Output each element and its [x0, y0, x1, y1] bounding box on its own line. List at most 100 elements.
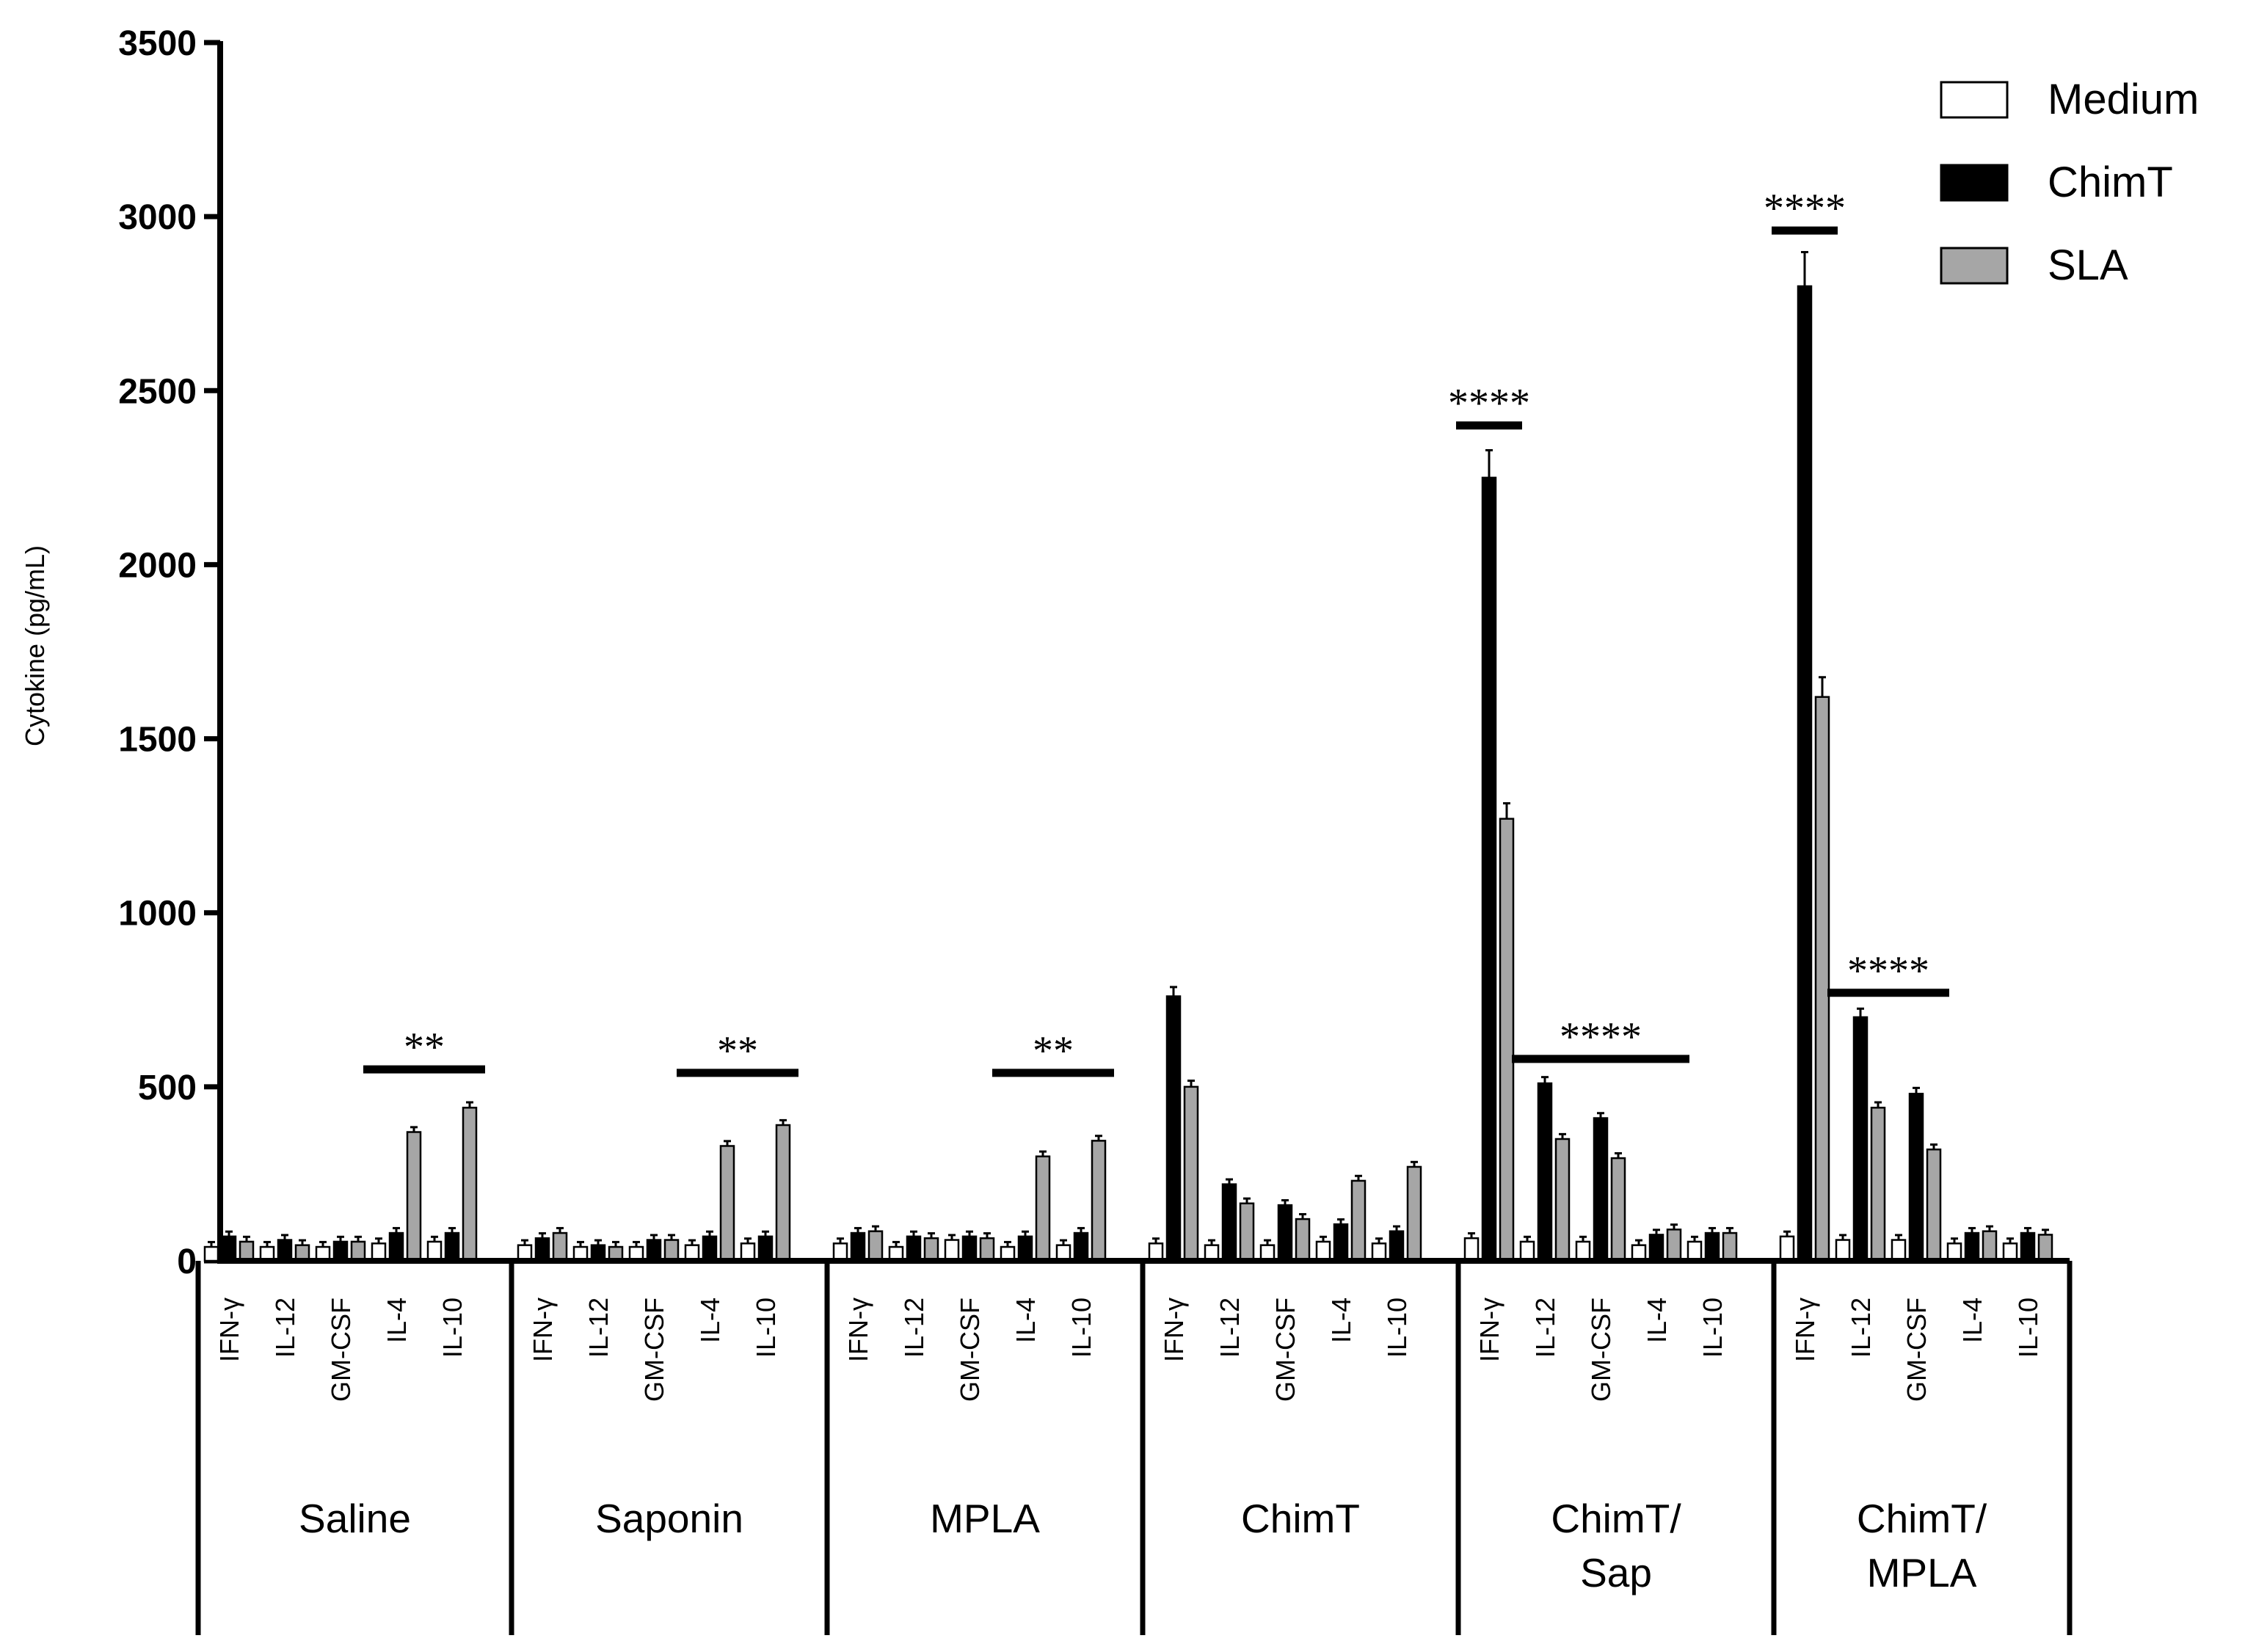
bar-medium — [1891, 1239, 1907, 1262]
bar-sla — [2037, 1234, 2053, 1262]
significance-label: ** — [717, 1028, 758, 1074]
bar-sla — [1610, 1157, 1626, 1262]
bar-sla — [1926, 1148, 1942, 1262]
cytokine-tick-label: GM-CSF — [955, 1298, 985, 1402]
group-label: ChimT/ — [1857, 1496, 1987, 1541]
cytokine-tick-label: GM-CSF — [326, 1298, 356, 1402]
bar-chimt — [1537, 1082, 1553, 1262]
cytokine-tick-label: GM-CSF — [1902, 1298, 1932, 1402]
cytokine-tick-label: IL-12 — [270, 1298, 300, 1358]
bar-sla — [1722, 1231, 1738, 1262]
legend-label-chimt: ChimT — [2048, 159, 2173, 206]
bar-chimt — [1964, 1231, 1980, 1262]
cytokine-tick-label: IFN-γ — [214, 1298, 244, 1362]
cytokine-tick-label: IL-10 — [2013, 1298, 2043, 1358]
significance-annotations: ** ** ****************** — [363, 186, 1949, 1077]
bar-chimt — [1704, 1231, 1720, 1262]
group-label: Sap — [1580, 1550, 1652, 1595]
bar-sla — [663, 1239, 680, 1262]
y-tick-label: 1000 — [118, 895, 197, 934]
bar-chimt — [1017, 1235, 1033, 1262]
cytokine-tick-label: IL-10 — [751, 1298, 781, 1358]
bars — [203, 251, 2053, 1262]
cytokine-tick-label: IL-10 — [437, 1298, 467, 1358]
bar-chimt — [1908, 1093, 1924, 1262]
cytokine-tick-label: IFN-γ — [1790, 1298, 1820, 1362]
significance-label: ** — [404, 1025, 445, 1070]
bar-medium — [1835, 1239, 1851, 1262]
bar-sla — [1870, 1107, 1886, 1262]
cytokine-tick-label: IFN-γ — [1474, 1298, 1504, 1362]
group-label: Saline — [299, 1496, 411, 1541]
group-label: MPLA — [1867, 1550, 1977, 1595]
bar-chimt — [757, 1235, 774, 1262]
bar-chimt — [1389, 1230, 1405, 1262]
bar-chimt — [906, 1235, 922, 1262]
bar-sla — [1666, 1229, 1682, 1262]
cytokine-tick-label: IL-12 — [899, 1298, 929, 1358]
bar-chimt — [221, 1235, 237, 1262]
y-tick-label: 1500 — [118, 721, 197, 760]
y-tick-label: 2000 — [118, 546, 197, 585]
significance-label: **** — [1448, 381, 1530, 426]
group-label: Saponin — [595, 1496, 743, 1541]
bar-chimt — [1333, 1223, 1349, 1262]
bar-chimt — [1481, 476, 1497, 1262]
cytokine-tick-label: IFN-γ — [1159, 1298, 1189, 1362]
y-axis-label: Cytokine (pg/mL) — [20, 545, 50, 746]
bar-chimt — [1165, 995, 1182, 1262]
bar-chimt — [1073, 1231, 1089, 1262]
legend-swatch-sla — [1940, 247, 2009, 285]
group-label: ChimT/ — [1551, 1496, 1681, 1541]
legend: Medium ChimT SLA — [1940, 76, 2199, 289]
bar-sla — [1183, 1085, 1199, 1262]
bar-sla — [719, 1145, 735, 1262]
legend-label-medium: Medium — [2048, 76, 2199, 123]
bar-sla — [1814, 696, 1830, 1262]
cytokine-tick-label: IL-12 — [1215, 1298, 1245, 1358]
significance-label: **** — [1847, 948, 1929, 994]
legend-label-sla: SLA — [2048, 241, 2128, 289]
bar-chimt — [1852, 1016, 1869, 1262]
cytokine-tick-label: IL-4 — [1642, 1298, 1672, 1343]
bar-sla — [1091, 1140, 1107, 1262]
bar-sla — [1982, 1230, 1998, 1262]
bar-chimt — [961, 1235, 978, 1262]
bar-chimt — [388, 1231, 404, 1262]
bar-chimt — [702, 1235, 718, 1262]
bar-chimt — [1221, 1183, 1237, 1262]
bar-chimt — [646, 1239, 662, 1262]
bar-medium — [1779, 1235, 1795, 1262]
bar-medium — [1463, 1237, 1480, 1262]
cytokine-tick-label: IL-4 — [695, 1298, 725, 1343]
bar-sla — [462, 1107, 478, 1262]
cytokine-tick-label: IL-10 — [1382, 1298, 1412, 1358]
legend-swatch-medium — [1940, 81, 2009, 119]
bar-chimt — [2020, 1231, 2036, 1262]
bar-sla — [867, 1230, 884, 1262]
x-axis: IFN-γ IL-12 GM-CSF IL-4 IL-10 Saline IFN-γ IL-1… — [195, 1258, 2073, 1635]
bar-chimt — [444, 1231, 460, 1262]
bar-chimt — [534, 1237, 550, 1262]
cytokine-tick-label: IL-4 — [1326, 1298, 1356, 1343]
cytokine-tick-label: IL-10 — [1066, 1298, 1096, 1358]
bar-sla — [1406, 1165, 1422, 1262]
y-tick-label: 500 — [138, 1069, 197, 1107]
bar-sla — [979, 1237, 995, 1262]
group-label: MPLA — [930, 1496, 1040, 1541]
bar-sla — [923, 1237, 939, 1262]
cytokine-tick-label: IL-4 — [1957, 1298, 1987, 1343]
cytokine-tick-label: IFN-γ — [843, 1298, 873, 1362]
bar-sla — [1554, 1138, 1571, 1262]
bar-chimt — [1593, 1117, 1609, 1262]
cytokine-tick-label: GM-CSF — [1270, 1298, 1300, 1402]
cytokine-tick-label: IFN-γ — [528, 1298, 558, 1362]
bar-medium — [203, 1245, 219, 1262]
group-label: ChimT — [1241, 1496, 1360, 1541]
bar-chimt — [277, 1239, 293, 1262]
y-axis: 0 500 1000 1500 2000 2500 3000 3500 — [118, 24, 223, 1281]
bar-sla — [1035, 1155, 1051, 1262]
cytokine-tick-label: IL-10 — [1698, 1298, 1728, 1358]
significance-label: **** — [1764, 186, 1846, 231]
